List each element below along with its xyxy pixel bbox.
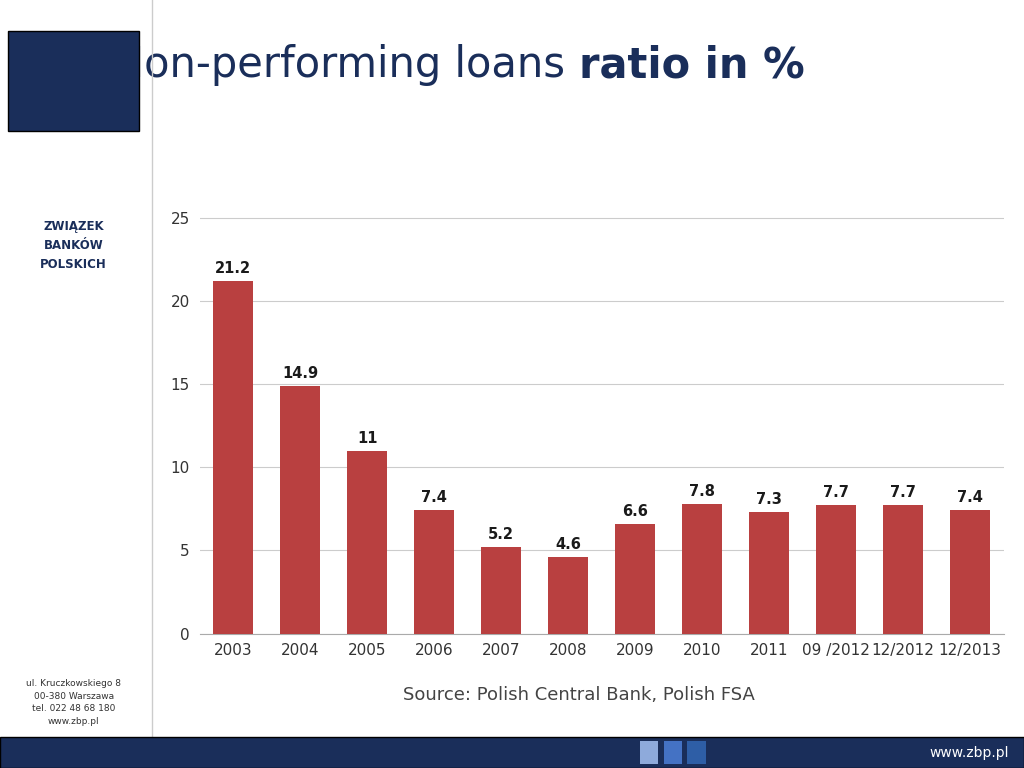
- Text: 11: 11: [357, 431, 378, 445]
- Text: B: B: [60, 60, 87, 91]
- Text: Non-performing loans: Non-performing loans: [114, 45, 579, 86]
- Bar: [816, 505, 856, 634]
- Text: 7.7: 7.7: [890, 485, 916, 501]
- Text: 4.6: 4.6: [555, 537, 581, 552]
- Text: 6.6: 6.6: [623, 504, 648, 519]
- Text: Source: Polish Central Bank, Polish FSA: Source: Polish Central Bank, Polish FSA: [402, 686, 755, 704]
- Bar: [687, 741, 706, 764]
- Text: ul. Kruczkowskiego 8
00-380 Warszawa
tel. 022 48 68 180
www.zbp.pl: ul. Kruczkowskiego 8 00-380 Warszawa tel…: [27, 680, 121, 726]
- Bar: [548, 557, 588, 634]
- Text: 7.8: 7.8: [689, 484, 715, 499]
- Text: 7.7: 7.7: [823, 485, 849, 501]
- Text: ZWIĄZEK
BANKÓW
POLSKICH: ZWIĄZEK BANKÓW POLSKICH: [40, 220, 108, 271]
- Bar: [749, 512, 790, 634]
- Bar: [281, 386, 321, 634]
- Text: 7.4: 7.4: [421, 491, 447, 505]
- Bar: [481, 547, 521, 634]
- Text: 14.9: 14.9: [282, 366, 318, 381]
- Bar: [883, 505, 923, 634]
- Text: 21.2: 21.2: [215, 261, 251, 276]
- Bar: [414, 511, 455, 634]
- Bar: [347, 451, 387, 634]
- Bar: [615, 524, 655, 634]
- Text: 7.3: 7.3: [756, 492, 782, 507]
- Bar: [950, 511, 990, 634]
- Bar: [213, 281, 253, 634]
- Bar: [640, 741, 658, 764]
- Text: ratio in %: ratio in %: [579, 45, 804, 86]
- Bar: [682, 504, 722, 634]
- Bar: [664, 741, 682, 764]
- Text: 7.4: 7.4: [957, 491, 983, 505]
- Text: www.zbp.pl: www.zbp.pl: [929, 746, 1009, 760]
- Text: 5.2: 5.2: [488, 527, 514, 542]
